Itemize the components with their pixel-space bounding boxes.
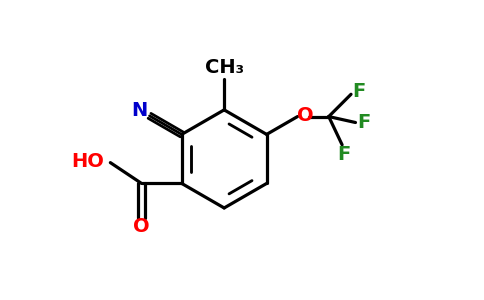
Text: F: F — [357, 113, 370, 132]
Text: CH₃: CH₃ — [205, 58, 243, 77]
Text: F: F — [337, 145, 350, 164]
Text: HO: HO — [72, 152, 105, 171]
Text: O: O — [297, 106, 313, 124]
Text: F: F — [352, 82, 365, 101]
Text: O: O — [133, 217, 150, 236]
Text: N: N — [132, 101, 148, 120]
